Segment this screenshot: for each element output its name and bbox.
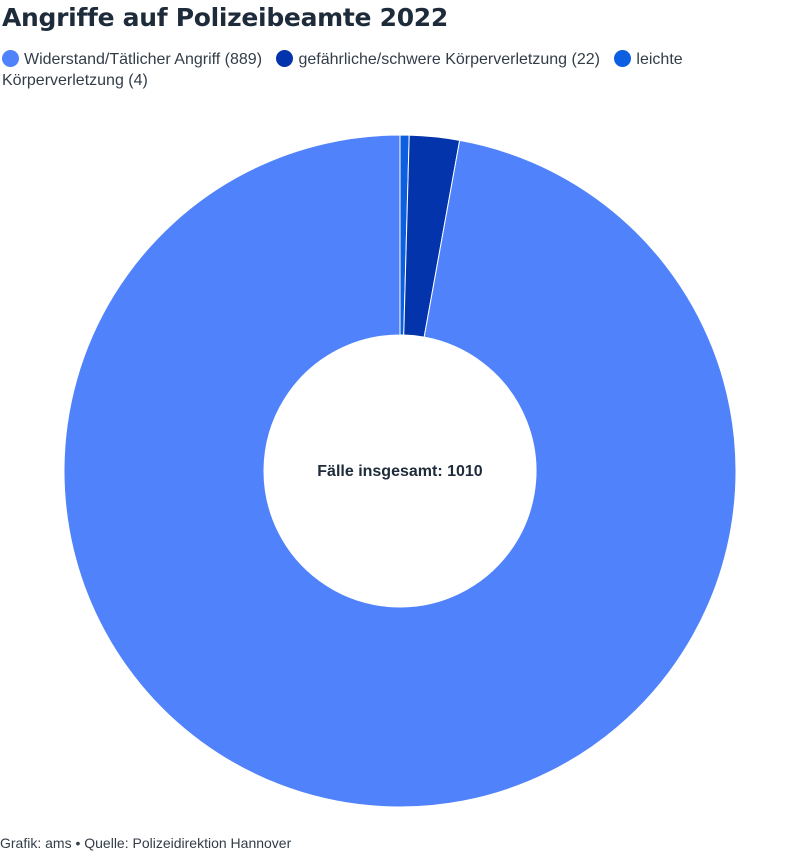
legend-label-schwere-koerperverletzung: gefährliche/schwere Körperverletzung (22… — [298, 51, 600, 68]
chart-footer-credit: Grafik: ams • Quelle: Polizeidirektion H… — [0, 835, 292, 851]
legend-swatch-leichte-koerperverletzung — [614, 50, 632, 67]
donut-center-label: Fälle insgesamt: 1010 — [317, 463, 483, 480]
legend-label-leichte-koerperverletzung: leichte Körperverletzung (4) — [2, 51, 683, 89]
chart-title: Angriffe auf Polizeibeamte 2022 — [2, 3, 448, 32]
legend-item-widerstand[interactable]: Widerstand/Tätlicher Angriff (889) — [2, 50, 263, 68]
donut-slice-widerstand-tätlicher-angriff[interactable] — [63, 134, 737, 808]
legend-item-schwere-koerperverletzung[interactable]: gefährliche/schwere Körperverletzung (22… — [276, 50, 600, 68]
legend-label-widerstand: Widerstand/Tätlicher Angriff (889) — [24, 51, 263, 68]
legend-swatch-schwere-koerperverletzung — [276, 50, 294, 67]
legend-swatch-widerstand — [2, 50, 19, 67]
legend-item-leichte-koerperverletzung[interactable]: leichte Körperverletzung (4) — [2, 50, 683, 89]
donut-slices — [63, 134, 737, 808]
chart-legend: Widerstand/Tätlicher Angriff (889) gefäh… — [2, 49, 792, 91]
donut-chart: Fälle insgesamt: 1010 — [63, 134, 737, 808]
